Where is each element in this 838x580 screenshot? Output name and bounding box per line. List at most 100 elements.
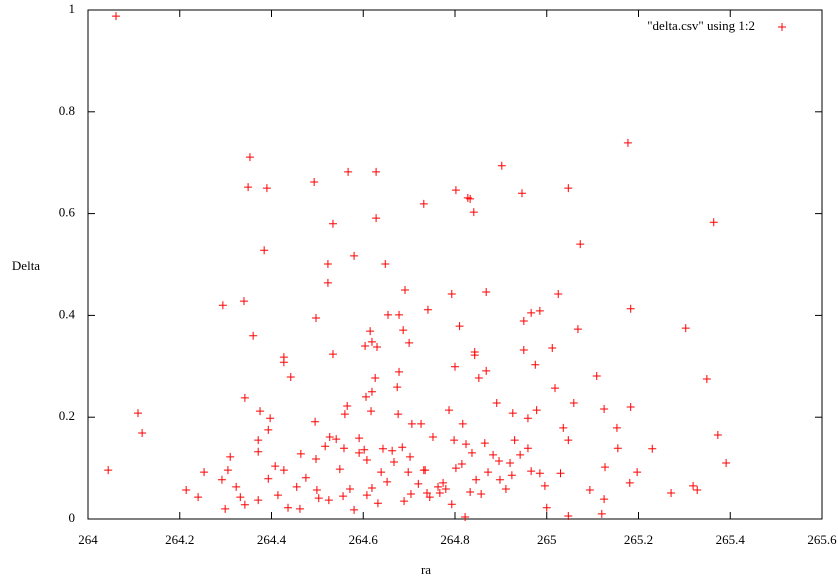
point xyxy=(470,351,479,360)
point xyxy=(709,218,718,227)
point xyxy=(279,358,288,367)
y-tick-label: 0.8 xyxy=(59,103,75,118)
point xyxy=(625,478,634,487)
point xyxy=(722,459,731,468)
point xyxy=(328,219,337,228)
point xyxy=(556,469,565,478)
point xyxy=(548,343,557,352)
point xyxy=(394,410,403,419)
point xyxy=(702,375,711,384)
point xyxy=(284,503,293,512)
point xyxy=(693,485,702,494)
point xyxy=(400,285,409,294)
point xyxy=(447,290,456,299)
point xyxy=(355,434,364,443)
point xyxy=(451,186,460,195)
point xyxy=(667,489,676,498)
y-tick-label: 1 xyxy=(69,1,76,16)
point xyxy=(519,346,528,355)
point xyxy=(461,512,470,521)
point xyxy=(340,410,349,419)
point xyxy=(497,161,506,170)
point xyxy=(366,327,375,336)
point xyxy=(417,419,426,428)
point xyxy=(451,362,459,371)
point xyxy=(406,452,415,461)
point xyxy=(395,310,404,319)
point xyxy=(344,167,353,176)
y-tick-label: 0.2 xyxy=(59,408,75,423)
point xyxy=(264,474,273,483)
point xyxy=(425,493,434,502)
point xyxy=(482,287,491,296)
point xyxy=(458,419,467,428)
x-tick-label: 265.2 xyxy=(624,532,653,547)
point xyxy=(623,138,632,147)
point xyxy=(519,316,528,325)
point xyxy=(399,326,408,335)
point xyxy=(423,489,432,498)
point xyxy=(713,431,722,440)
point xyxy=(405,338,414,347)
x-axis-label: ra xyxy=(421,562,431,577)
point xyxy=(367,387,376,396)
point xyxy=(495,475,504,484)
point xyxy=(576,240,585,249)
point xyxy=(527,308,536,317)
point xyxy=(554,290,563,299)
legend-marker xyxy=(778,23,786,31)
point xyxy=(462,440,471,449)
point xyxy=(612,423,621,432)
point xyxy=(495,456,504,465)
point xyxy=(395,367,404,376)
point xyxy=(111,12,120,21)
point xyxy=(377,468,386,477)
legend-label: "delta.csv" using 1:2 xyxy=(647,18,755,33)
point xyxy=(467,448,476,457)
point xyxy=(400,497,409,506)
point xyxy=(477,490,486,499)
point xyxy=(407,419,416,428)
point xyxy=(451,464,460,473)
point xyxy=(506,459,515,468)
point xyxy=(626,304,635,313)
point xyxy=(244,183,253,192)
point xyxy=(311,313,320,322)
point xyxy=(489,450,498,459)
point xyxy=(254,436,263,445)
point xyxy=(239,297,248,306)
point xyxy=(564,184,573,193)
point xyxy=(689,481,698,490)
point xyxy=(381,259,390,268)
point xyxy=(516,450,525,459)
point xyxy=(501,484,510,493)
point xyxy=(245,153,254,162)
point xyxy=(398,443,407,452)
point xyxy=(681,324,690,333)
x-tick-label: 264 xyxy=(78,532,98,547)
point xyxy=(286,372,295,381)
point xyxy=(404,468,413,477)
point xyxy=(350,251,359,260)
point xyxy=(527,467,536,476)
point xyxy=(447,500,456,509)
point xyxy=(445,406,454,415)
point xyxy=(507,471,516,480)
point xyxy=(200,468,209,477)
point xyxy=(249,331,258,340)
point xyxy=(540,481,549,490)
point xyxy=(218,301,227,310)
point xyxy=(372,214,381,223)
point xyxy=(314,494,323,503)
point xyxy=(362,392,371,401)
point xyxy=(423,305,432,314)
point xyxy=(339,444,348,453)
point xyxy=(573,325,582,334)
point xyxy=(339,492,348,501)
point xyxy=(226,452,235,461)
point xyxy=(240,393,249,402)
point xyxy=(323,259,332,268)
point xyxy=(345,484,354,493)
point xyxy=(138,428,147,437)
y-tick-label: 0.4 xyxy=(59,306,76,321)
